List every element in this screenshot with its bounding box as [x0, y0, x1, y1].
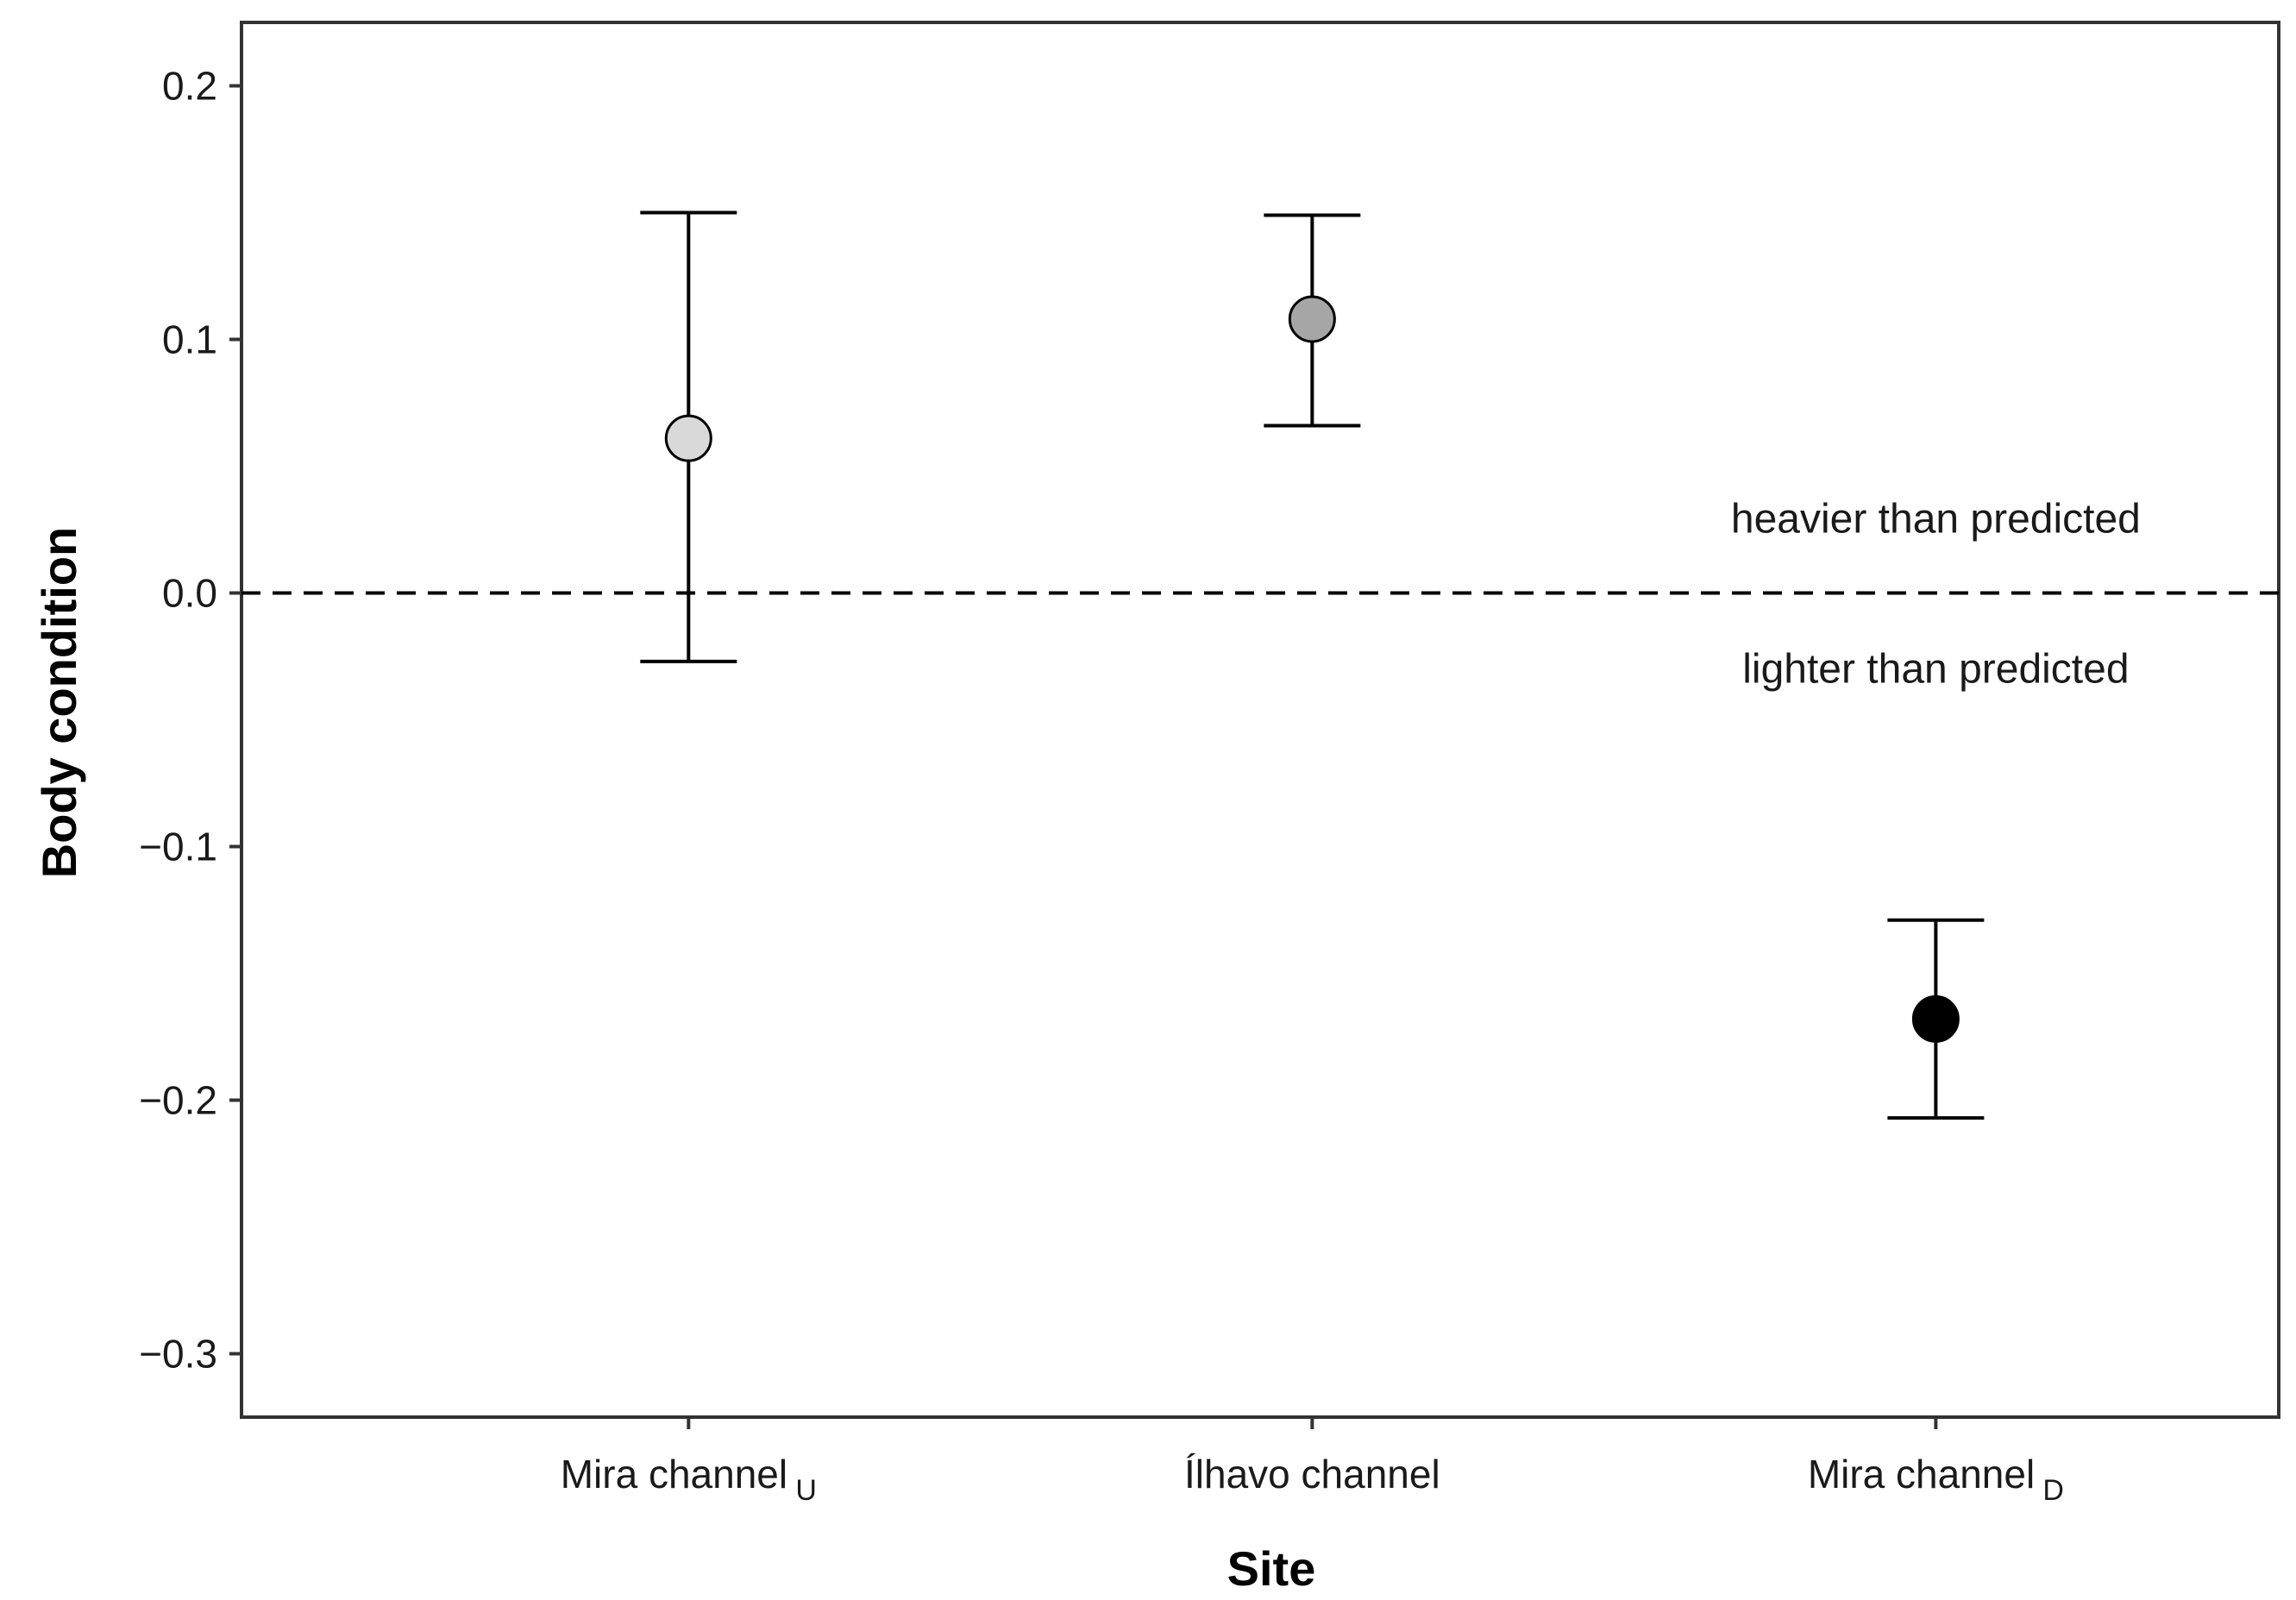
y-axis-title: Body condition — [32, 527, 86, 879]
x-axis-title: Site — [1227, 1541, 1316, 1596]
error-bar-group — [1887, 918, 1985, 1120]
data-point — [664, 414, 712, 462]
x-tick-label: Mira channel D — [1808, 1452, 2064, 1507]
error-bar-group — [640, 210, 737, 663]
y-axis: 0.2 0.1 0.0 −0.1 −0.2 −0.3 — [139, 64, 242, 1377]
annotation-heavier: heavier than predicted — [1731, 497, 2141, 543]
annotation-lighter: lighter than predicted — [1742, 647, 2129, 693]
y-tick-label: −0.1 — [139, 825, 217, 869]
x-tick-label: Ílhavo channel — [1184, 1452, 1440, 1496]
y-tick-label: 0.1 — [162, 317, 217, 362]
y-tick-label: 0.2 — [162, 64, 217, 109]
data-point — [1911, 995, 1960, 1043]
x-tick-label: Mira channel U — [561, 1452, 817, 1507]
plot-panel — [240, 21, 2280, 1419]
y-tick-label: 0.0 — [162, 571, 217, 616]
data-point — [1288, 295, 1336, 343]
error-bar-group — [1264, 213, 1361, 428]
data-series — [640, 210, 1985, 1120]
y-tick-label: −0.3 — [139, 1332, 217, 1377]
x-axis: Mira channel U Ílhavo channel Mira channel… — [561, 1417, 2064, 1507]
y-tick-label: −0.2 — [139, 1078, 217, 1123]
